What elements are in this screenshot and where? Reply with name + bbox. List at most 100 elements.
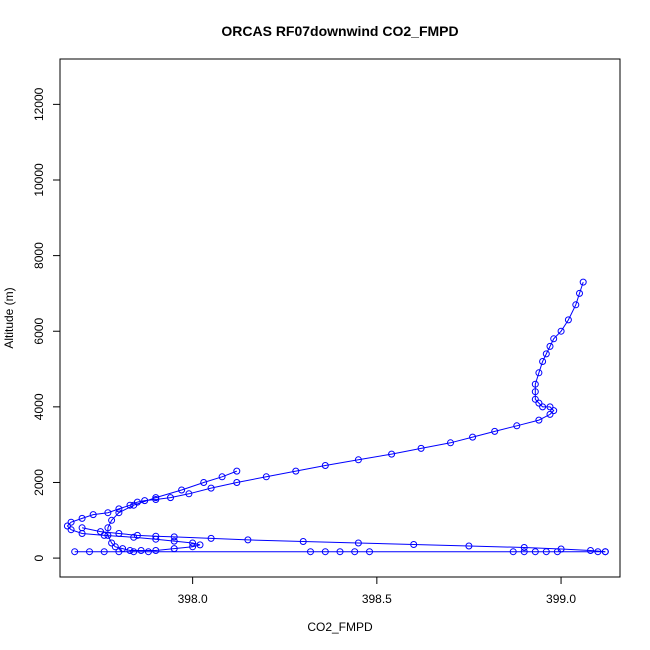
data-point bbox=[111, 543, 119, 551]
data-point bbox=[535, 416, 543, 424]
data-point bbox=[100, 548, 108, 556]
data-point bbox=[366, 548, 373, 556]
x-tick-label: 398.5 bbox=[362, 592, 392, 606]
data-point bbox=[417, 444, 425, 452]
data-point bbox=[115, 530, 123, 537]
chart-title: ORCAS RF07downwind CO2_FMPD bbox=[221, 23, 458, 39]
data-point bbox=[108, 539, 116, 547]
data-point bbox=[299, 538, 307, 545]
data-point bbox=[557, 327, 565, 335]
data-point bbox=[152, 532, 160, 540]
data-point bbox=[78, 524, 86, 532]
data-point bbox=[601, 548, 609, 556]
data-point bbox=[189, 543, 197, 551]
data-point bbox=[520, 544, 528, 551]
data-point bbox=[321, 548, 329, 556]
data-point bbox=[542, 548, 550, 556]
data-point bbox=[410, 541, 418, 548]
y-tick-label: 10000 bbox=[32, 163, 46, 197]
data-point bbox=[354, 456, 362, 464]
y-tick-label: 0 bbox=[32, 554, 46, 561]
data-point bbox=[67, 526, 75, 534]
data-point bbox=[587, 547, 594, 554]
data-point bbox=[115, 548, 123, 556]
data-point bbox=[108, 516, 116, 524]
data-point bbox=[550, 407, 558, 415]
data-point bbox=[531, 388, 539, 396]
data-point bbox=[178, 486, 186, 494]
data-point bbox=[137, 547, 145, 554]
data-point bbox=[233, 479, 241, 486]
x-tick-label: 398.0 bbox=[178, 592, 208, 606]
data-point bbox=[141, 497, 149, 505]
data-point bbox=[170, 533, 178, 541]
data-point bbox=[152, 494, 160, 502]
series-layer bbox=[63, 278, 609, 556]
data-point bbox=[509, 548, 517, 556]
data-point bbox=[104, 524, 112, 532]
data-point bbox=[244, 536, 252, 544]
data-point bbox=[351, 548, 359, 556]
x-tick-label: 399.0 bbox=[546, 592, 576, 606]
data-point bbox=[115, 505, 123, 513]
data-point bbox=[71, 548, 79, 556]
y-tick-label: 12000 bbox=[32, 87, 46, 121]
data-point bbox=[553, 548, 561, 556]
data-point bbox=[185, 490, 193, 498]
data-point bbox=[576, 289, 583, 297]
y-tick-label: 2000 bbox=[32, 469, 46, 496]
data-point bbox=[336, 548, 344, 556]
data-point bbox=[491, 427, 499, 435]
data-point bbox=[167, 494, 174, 502]
data-point bbox=[307, 548, 314, 556]
data-point bbox=[465, 542, 473, 550]
data-point bbox=[207, 484, 215, 492]
data-point bbox=[292, 467, 300, 475]
data-point bbox=[218, 473, 226, 481]
data-point bbox=[388, 450, 396, 458]
data-point bbox=[207, 534, 215, 542]
data-point bbox=[447, 439, 454, 447]
y-tick-label: 6000 bbox=[32, 318, 46, 345]
data-point bbox=[130, 533, 138, 541]
data-point bbox=[542, 350, 550, 358]
y-axis-label: Altitude (m) bbox=[2, 287, 16, 348]
data-point bbox=[63, 522, 71, 530]
series-line bbox=[66, 281, 584, 551]
x-axis-label: CO2_FMPD bbox=[307, 620, 373, 634]
data-point bbox=[170, 537, 178, 545]
data-point bbox=[513, 422, 521, 430]
data-point bbox=[546, 342, 554, 350]
data-point bbox=[594, 548, 602, 556]
data-point bbox=[531, 548, 539, 556]
data-point bbox=[535, 399, 543, 407]
data-point bbox=[196, 541, 204, 549]
data-point bbox=[520, 548, 528, 556]
plot-frame bbox=[59, 58, 621, 578]
data-point bbox=[86, 548, 93, 556]
data-point bbox=[531, 395, 539, 403]
data-point bbox=[67, 518, 75, 526]
data-point bbox=[126, 547, 134, 554]
data-point bbox=[262, 473, 270, 481]
data-point bbox=[189, 539, 197, 547]
data-point bbox=[546, 410, 554, 418]
data-point bbox=[152, 547, 160, 554]
data-point bbox=[200, 479, 208, 486]
data-point bbox=[546, 403, 554, 411]
data-point bbox=[550, 335, 558, 343]
data-point bbox=[152, 496, 160, 503]
data-point bbox=[233, 467, 241, 475]
y-axis: 0 2000 4000 6000 8000 10000 12000 bbox=[32, 87, 61, 561]
data-point bbox=[354, 539, 362, 547]
data-point bbox=[469, 433, 477, 441]
data-point bbox=[572, 301, 580, 309]
data-point bbox=[89, 511, 97, 519]
data-point bbox=[115, 509, 123, 517]
data-point bbox=[130, 548, 138, 556]
y-tick-label: 4000 bbox=[32, 393, 46, 420]
data-point bbox=[539, 358, 547, 365]
data-point bbox=[133, 531, 141, 539]
data-point bbox=[321, 462, 329, 469]
